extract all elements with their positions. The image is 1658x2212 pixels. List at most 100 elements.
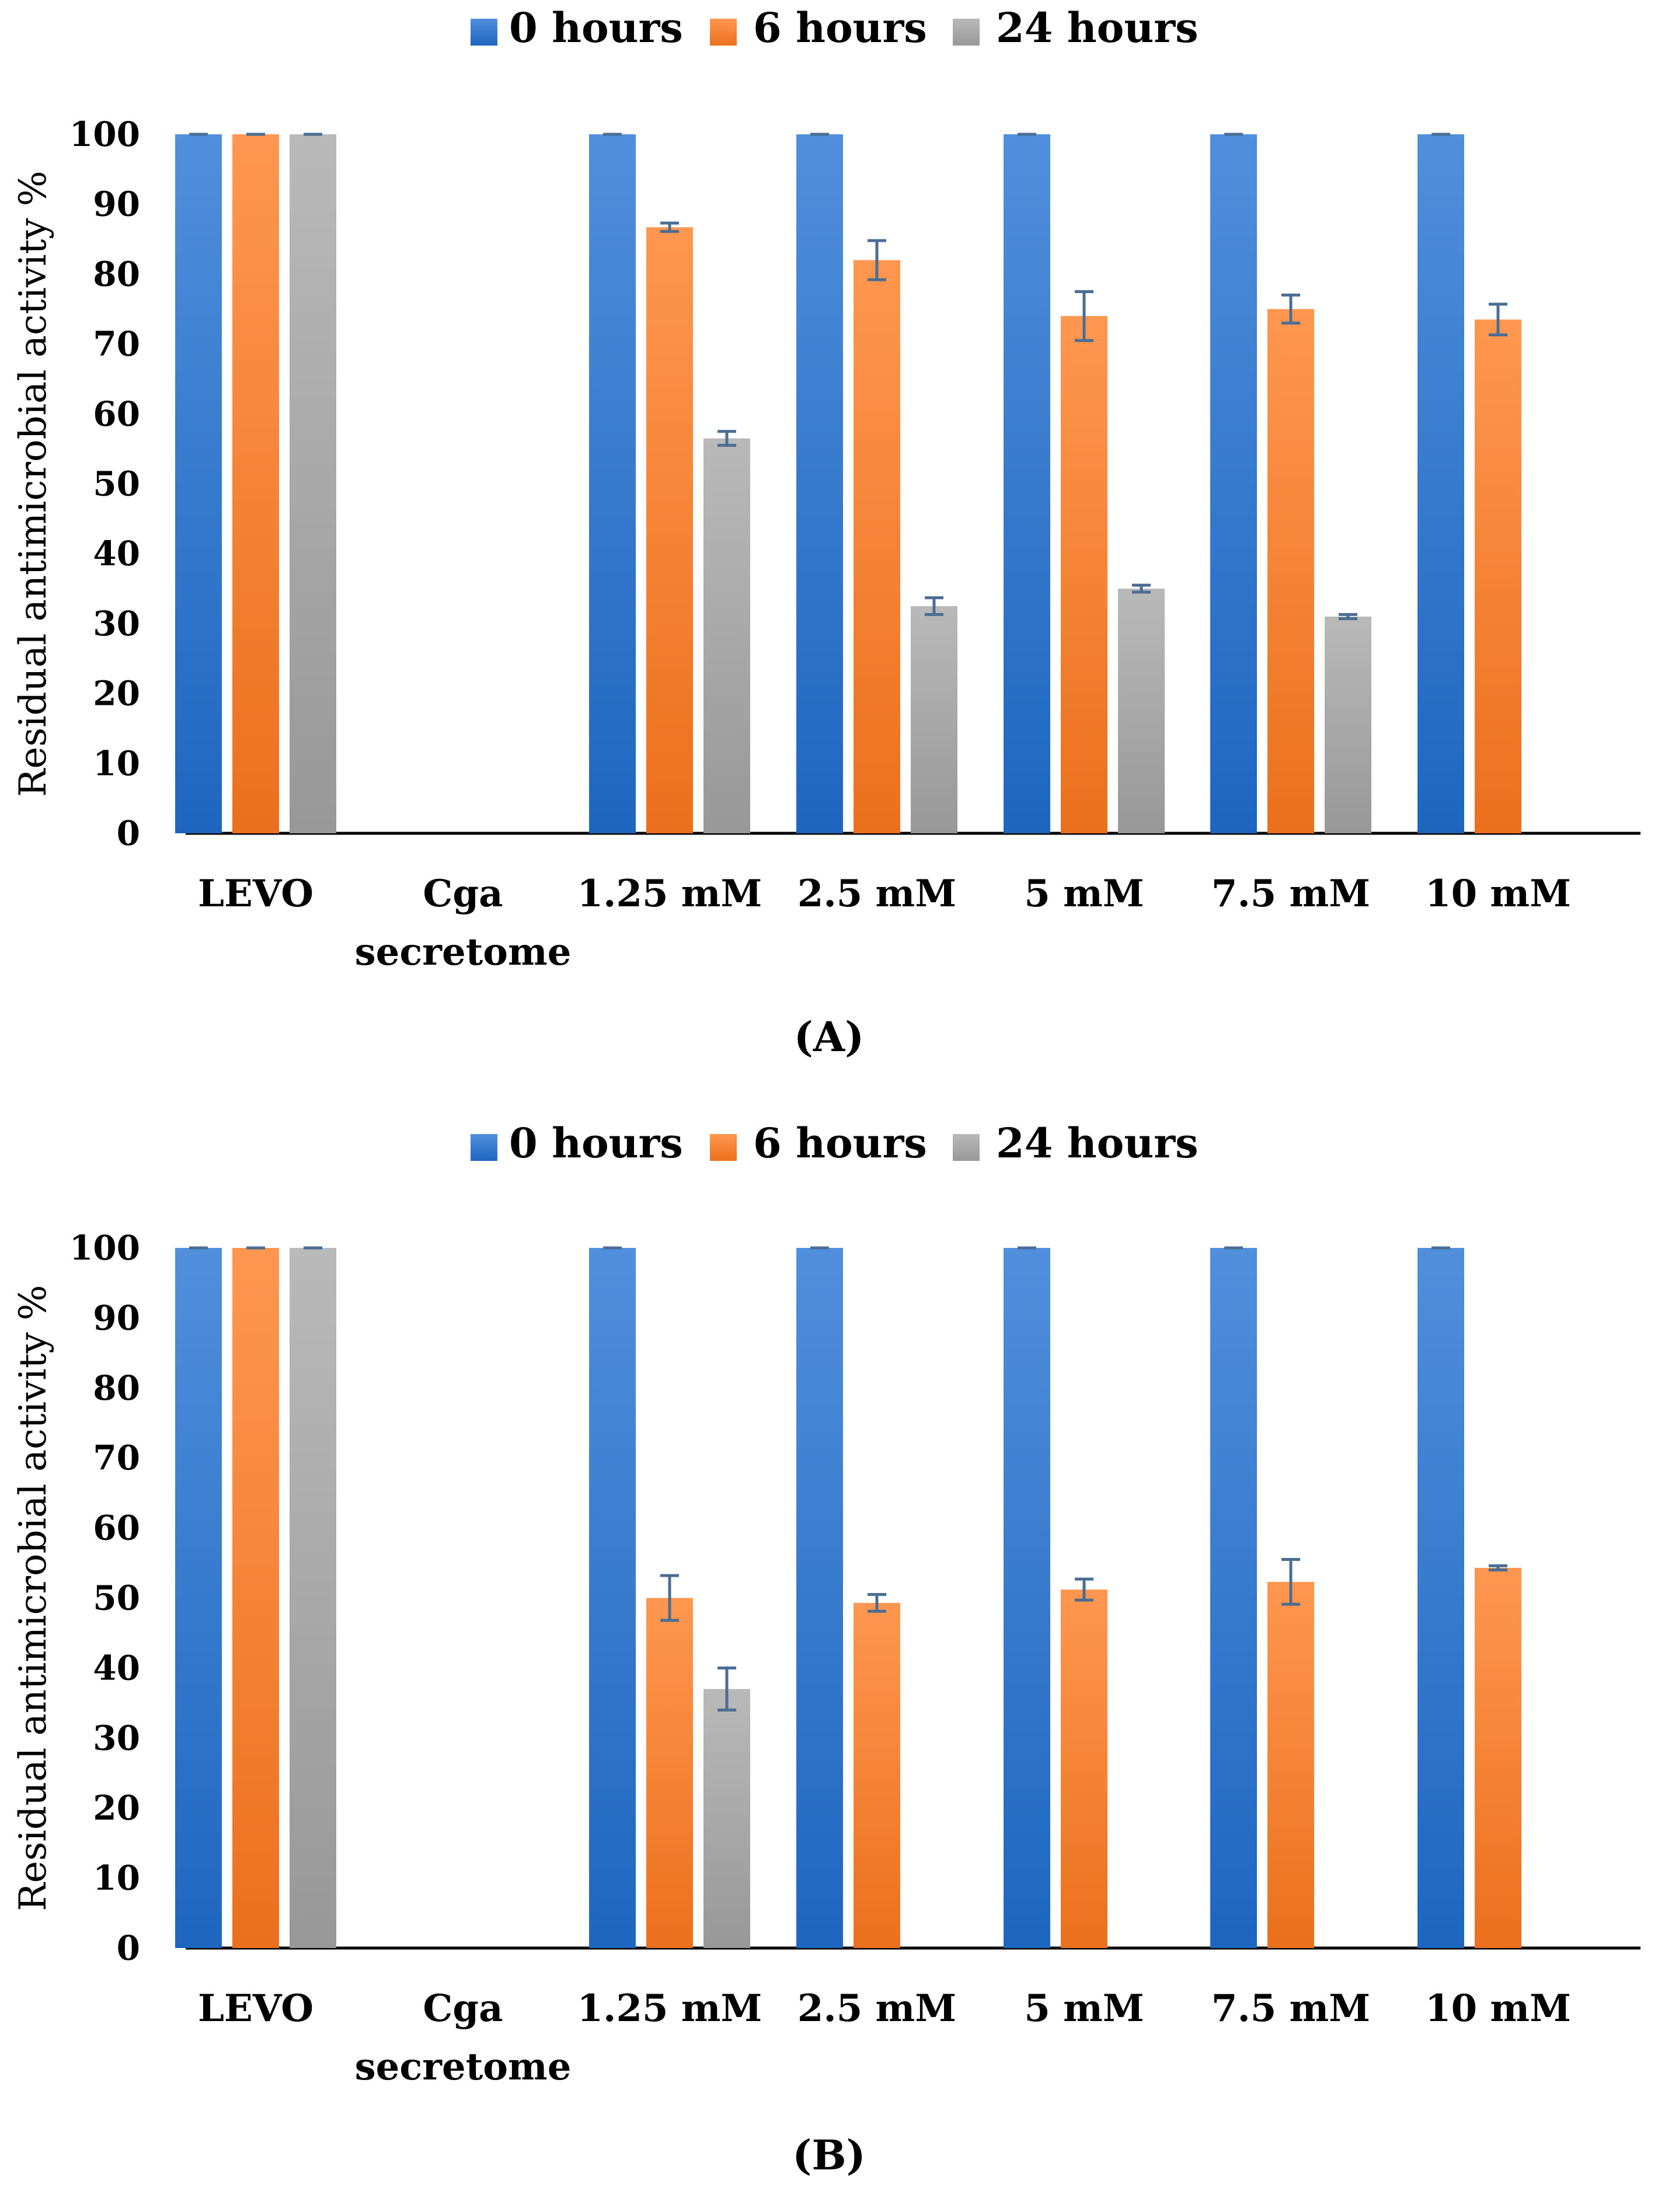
- legend-label: 6 hours: [753, 4, 927, 52]
- bar-6-hours: [1475, 319, 1521, 833]
- bar-0-hours: [796, 1248, 843, 1948]
- x-tick-label: secretome: [355, 2045, 572, 2089]
- y-tick-label: 50: [93, 464, 140, 504]
- bar-0-hours: [1417, 134, 1464, 833]
- error-bar: [717, 1666, 736, 1712]
- legend-swatch-0-hours: [471, 1134, 497, 1161]
- bar-0-hours: [175, 1248, 222, 1948]
- y-tick-label: 20: [93, 1788, 140, 1828]
- y-tick-label: 70: [93, 1438, 140, 1478]
- legend-label: 24 hours: [996, 1119, 1199, 1167]
- bar-6-hours: [854, 260, 900, 834]
- y-tick-label: 0: [117, 1928, 140, 1968]
- bar-0-hours: [175, 134, 222, 833]
- x-tick-label: 1.25 mM: [577, 1987, 762, 2030]
- bar-6-hours: [1267, 1581, 1314, 1948]
- legend-swatch-24-hours: [953, 19, 980, 46]
- y-tick-label: 10: [93, 743, 140, 783]
- error-bar: [1281, 293, 1300, 325]
- error-bar: [1489, 1564, 1507, 1572]
- bar-6-hours: [232, 1248, 279, 1948]
- error-bar: [1075, 1577, 1093, 1602]
- y-tick-label: 10: [93, 1858, 140, 1898]
- error-bar: [1489, 302, 1507, 337]
- x-tick-label: 7.5 mM: [1211, 872, 1370, 916]
- x-tick-label: 5 mM: [1024, 872, 1144, 916]
- x-tick-label: secretome: [355, 930, 572, 974]
- bar-0-hours: [1210, 1248, 1257, 1948]
- x-tick-label: LEVO: [198, 1987, 314, 2030]
- bar-0-hours: [796, 134, 843, 833]
- y-tick-label: 60: [93, 394, 140, 434]
- bar-24-hours: [1118, 589, 1165, 833]
- bar-24-hours: [1325, 616, 1371, 833]
- bar-6-hours: [646, 1598, 693, 1948]
- legend: 0 hours 6 hours 24 hours: [471, 4, 1199, 52]
- bar-0-hours: [1417, 1248, 1464, 1948]
- bar-6-hours: [1267, 309, 1314, 833]
- error-bar: [1339, 613, 1357, 621]
- y-axis: 0 10 20 30 40 50 60 70 80 90 100: [69, 114, 140, 853]
- x-tick-label: 5 mM: [1024, 1987, 1144, 2030]
- legend-label: 0 hours: [509, 1119, 683, 1167]
- error-bar: [925, 596, 943, 616]
- bar-24-hours: [911, 606, 957, 833]
- bar-6-hours: [1061, 316, 1107, 833]
- error-bar: [717, 430, 736, 447]
- x-tick-label: Cga: [423, 872, 503, 916]
- legend-swatch-0-hours: [471, 19, 497, 46]
- y-tick-label: 80: [93, 1368, 140, 1408]
- error-bar: [868, 1593, 886, 1613]
- legend-swatch-6-hours: [710, 19, 737, 46]
- y-tick-label: 90: [93, 185, 140, 224]
- error-bar: [660, 221, 679, 233]
- bar-24-hours: [290, 1248, 336, 1948]
- bar-24-hours: [703, 438, 750, 833]
- legend: 0 hours 6 hours 24 hours: [471, 1119, 1199, 1167]
- bars: [175, 1246, 1521, 1948]
- error-bar: [868, 239, 886, 281]
- panel-a-chart: 0 hours 6 hours 24 hours 0 10 20 30 40 50 60 70 80 9…: [12, 4, 1640, 1061]
- y-axis-label: Residual antimicrobial activity %: [12, 1285, 55, 1911]
- bar-6-hours: [854, 1602, 900, 1948]
- y-tick-label: 100: [69, 114, 140, 154]
- y-axis-label: Residual antimicrobial activity %: [12, 171, 55, 797]
- x-tick-label: LEVO: [198, 872, 314, 916]
- bar-6-hours: [1061, 1590, 1107, 1948]
- y-tick-label: 20: [93, 674, 140, 714]
- y-tick-label: 40: [93, 534, 140, 573]
- x-tick-label: 10 mM: [1425, 1987, 1571, 2030]
- x-tick-label: 7.5 mM: [1211, 1987, 1370, 2030]
- y-tick-label: 30: [93, 1718, 140, 1758]
- bar-6-hours: [646, 227, 693, 834]
- x-tick-label: 10 mM: [1425, 872, 1571, 916]
- y-tick-label: 70: [93, 324, 140, 364]
- x-tick-label: 1.25 mM: [577, 872, 762, 916]
- y-tick-label: 60: [93, 1508, 140, 1548]
- y-tick-label: 100: [69, 1228, 140, 1268]
- bar-24-hours: [290, 134, 336, 833]
- bar-0-hours: [589, 134, 636, 833]
- y-tick-label: 40: [93, 1648, 140, 1688]
- y-tick-label: 30: [93, 604, 140, 644]
- y-tick-label: 90: [93, 1298, 140, 1338]
- error-bar: [1132, 583, 1151, 594]
- panel-label: (B): [792, 2131, 865, 2179]
- y-tick-label: 50: [93, 1578, 140, 1618]
- legend-label: 6 hours: [753, 1119, 927, 1167]
- x-tick-label: 2.5 mM: [797, 872, 956, 916]
- error-bar: [1281, 1558, 1300, 1606]
- x-tick-label: Cga: [423, 1987, 503, 2030]
- panel-b-chart: 0 hours 6 hours 24 hours 0 10 20 30 40 50 60 70 80 9…: [12, 1119, 1640, 2179]
- bars: [175, 133, 1521, 834]
- legend-label: 24 hours: [996, 4, 1199, 52]
- bar-0-hours: [1004, 134, 1050, 833]
- legend-swatch-24-hours: [953, 1134, 980, 1161]
- bar-6-hours: [1475, 1567, 1521, 1948]
- error-bar: [660, 1574, 679, 1622]
- bar-6-hours: [232, 134, 279, 833]
- bar-0-hours: [1210, 134, 1257, 833]
